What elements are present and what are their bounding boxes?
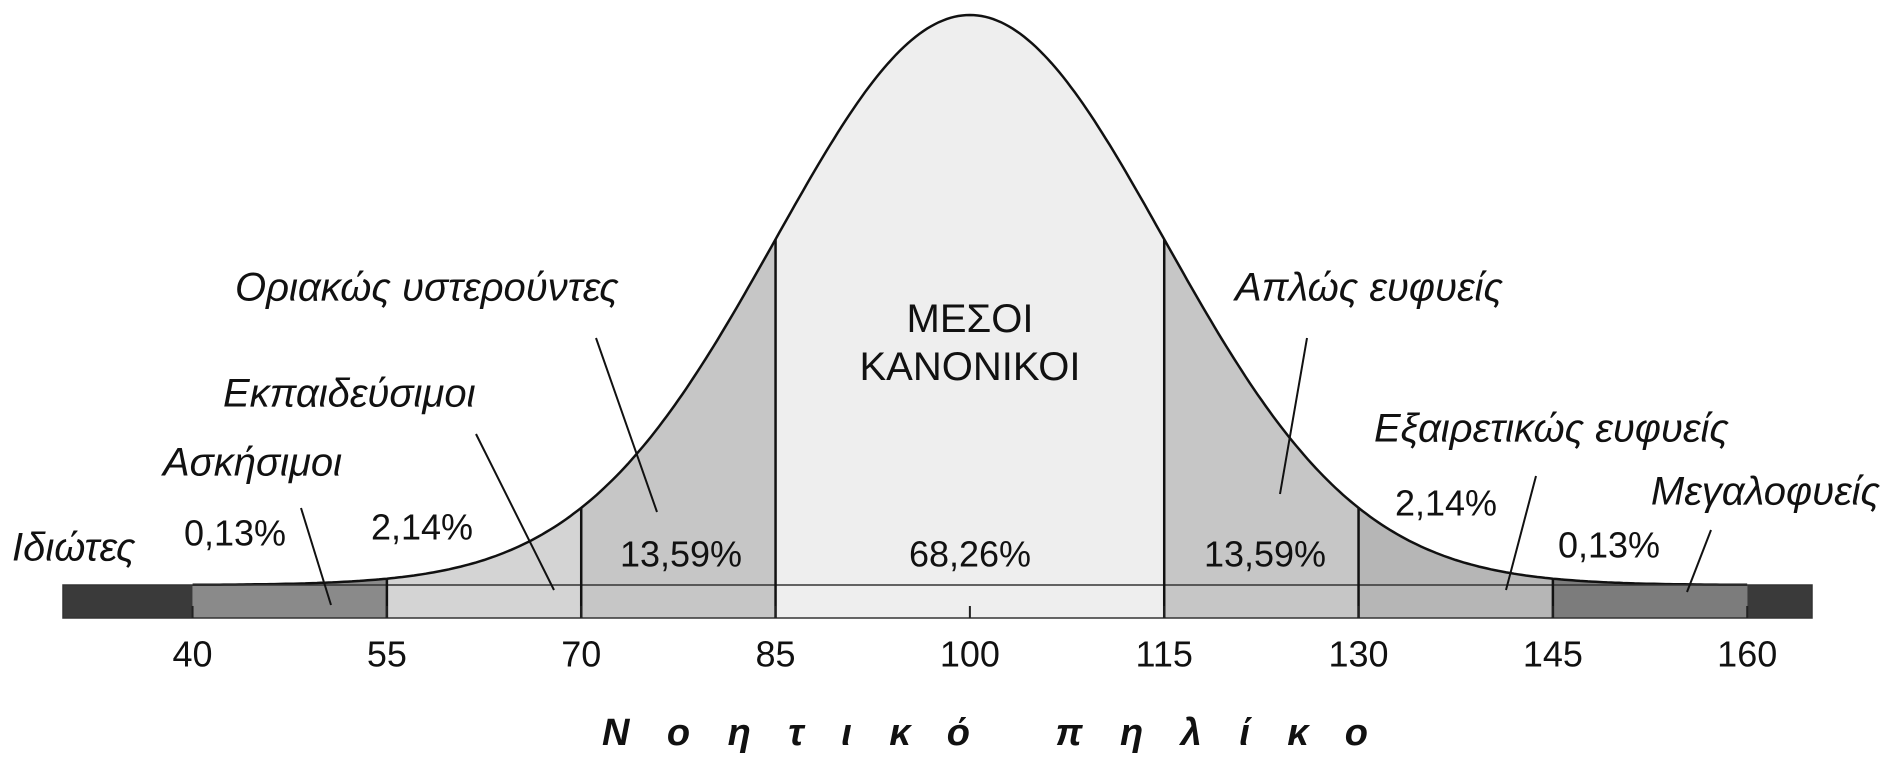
- region-area: [1358, 507, 1553, 585]
- region-area: [1552, 578, 1748, 585]
- strip-outline: [62, 584, 1813, 619]
- region-area: [775, 15, 1165, 585]
- x-tick-label: 130: [1329, 634, 1389, 675]
- region-strip: [192, 585, 387, 618]
- x-tick-label: 70: [561, 634, 601, 675]
- x-tick-label: 100: [940, 634, 1000, 675]
- value-label: 0,13%: [1558, 525, 1660, 566]
- region-area: [192, 578, 387, 585]
- value-label: 13,59%: [1204, 534, 1326, 575]
- region-area: [386, 507, 582, 585]
- x-tick-label: 145: [1523, 634, 1583, 675]
- x-tick-label: 115: [1136, 634, 1193, 675]
- region-strip: [1358, 585, 1553, 618]
- value-label: 13,59%: [620, 534, 742, 575]
- category-label: ΜΕΣΟΙ ΚΑΝΟΝΙΚΟΙ: [859, 297, 1081, 389]
- leader-line: [1279, 337, 1308, 495]
- value-label: 2,14%: [371, 507, 473, 548]
- region-strip: [1552, 585, 1748, 618]
- region-strip: [1164, 585, 1359, 618]
- region-strip: [386, 585, 582, 618]
- leader-line: [595, 337, 658, 513]
- region-strip: [63, 585, 193, 618]
- x-tick-label: 160: [1717, 634, 1777, 675]
- leader-line: [1686, 529, 1712, 593]
- category-label: Εξαιρετικώς ευφυείς: [1374, 407, 1729, 451]
- leader-line: [475, 433, 555, 591]
- leader-line: [300, 507, 332, 606]
- x-tick-label: 40: [173, 634, 213, 675]
- category-label: Εκπαιδεύσιμοι: [223, 372, 476, 416]
- x-axis-label: Νοητικό πηλίκο: [602, 712, 1368, 754]
- curve: [192, 13, 1748, 587]
- value-label: 68,26%: [909, 534, 1031, 575]
- value-label: 2,14%: [1395, 483, 1497, 524]
- category-label: Ιδιώτες: [12, 526, 136, 570]
- category-label: Ασκήσιμοι: [161, 441, 342, 485]
- tail-strip: [1747, 585, 1812, 618]
- category-label: Οριακώς υστερούντες: [235, 266, 619, 310]
- leader-line: [1505, 475, 1537, 591]
- x-tick-label: 85: [756, 634, 796, 675]
- category-label: Απλώς ευφυείς: [1233, 266, 1503, 310]
- x-tick-label: 55: [367, 634, 407, 675]
- region-strip: [581, 585, 776, 618]
- category-label: Μεγαλοφυείς: [1651, 470, 1881, 514]
- value-label: 0,13%: [184, 513, 286, 554]
